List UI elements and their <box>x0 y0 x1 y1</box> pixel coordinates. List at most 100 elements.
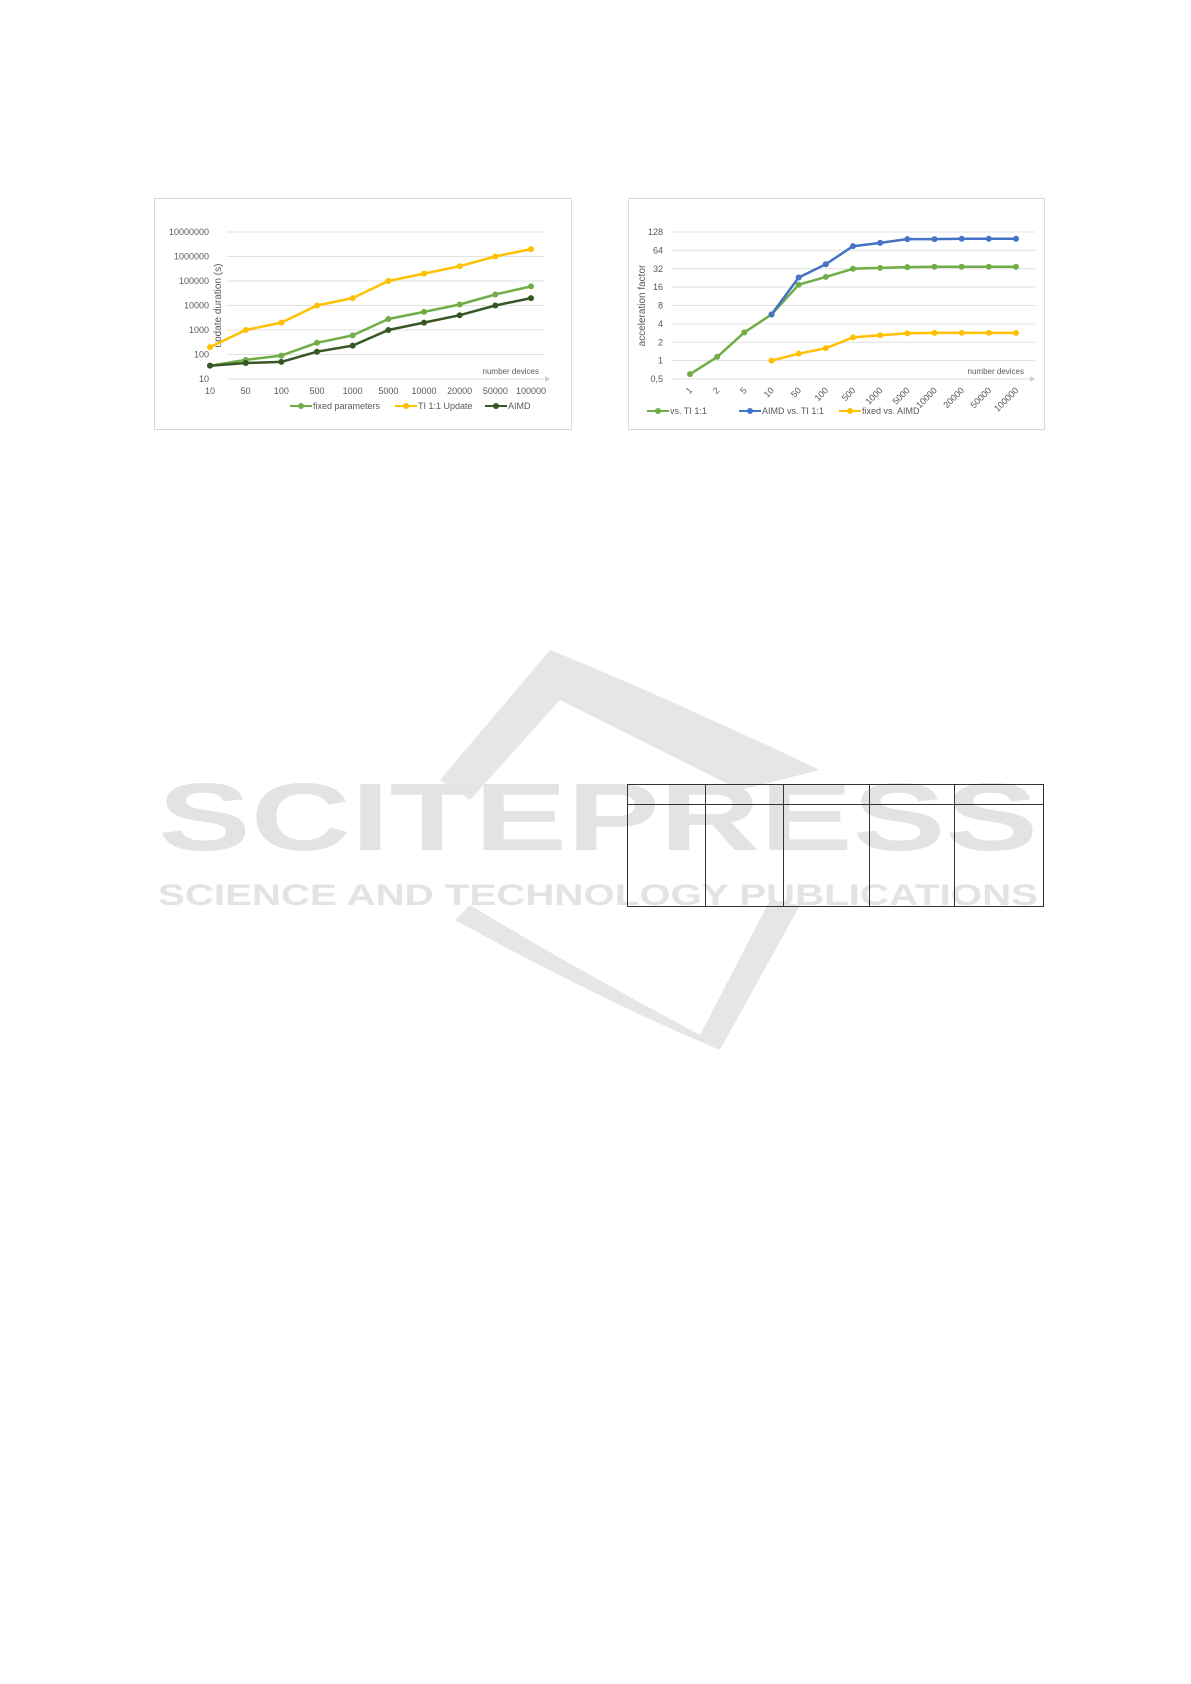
data-point <box>456 263 463 270</box>
legend-label: TI 1:1 Update <box>418 401 473 411</box>
y-tick-label: 1000000 <box>174 252 209 262</box>
table-cell <box>783 784 870 805</box>
data-point <box>207 344 213 351</box>
data-point <box>207 362 213 369</box>
table-cell <box>954 804 1044 907</box>
data-point <box>528 283 534 290</box>
x-tick-label: 500 <box>309 386 324 396</box>
data-point <box>385 327 392 333</box>
data-point <box>456 301 463 308</box>
table-cell <box>869 784 955 805</box>
data-point <box>985 235 992 242</box>
data-point <box>421 270 427 277</box>
y-tick-label: 64 <box>653 245 663 255</box>
x-tick-label: 10 <box>205 386 215 396</box>
data-point <box>278 319 285 326</box>
y-tick-label: 128 <box>648 227 663 237</box>
x-tick-label: 100 <box>274 386 289 396</box>
x-tick-label: 20000 <box>447 386 472 396</box>
data-point <box>931 236 938 243</box>
data-point <box>1013 329 1019 336</box>
data-point <box>877 264 884 271</box>
data-point <box>877 332 884 339</box>
data-point <box>528 295 534 302</box>
data-point <box>492 253 499 260</box>
x-tick-label: 100 <box>813 385 831 403</box>
y-tick-label: 16 <box>653 282 663 292</box>
x-tick-label: 100000 <box>992 385 1020 413</box>
data-point <box>1013 263 1019 270</box>
legend-label: AIMD <box>508 401 531 411</box>
x-tick-label: 5000 <box>378 386 398 396</box>
acceleration-factor-chart: 0,5 1 2 4 8 16 32 64 128 acceleration factor numbe… <box>628 198 1045 430</box>
table-cell <box>869 804 955 907</box>
x-tick-label: 5000 <box>891 385 912 406</box>
legend-marker-icon <box>493 403 499 409</box>
y-tick-label: 100 <box>194 350 209 360</box>
legend-label: AIMD vs. TI 1:1 <box>762 406 824 416</box>
y-tick-label: 10000000 <box>169 227 209 237</box>
data-point <box>850 334 856 341</box>
data-point <box>795 350 802 357</box>
legend-marker-icon <box>747 408 753 414</box>
series-line-0 <box>689 265 1016 376</box>
data-point <box>850 265 856 272</box>
data-point <box>1013 235 1019 242</box>
x-tick-label: 50 <box>789 385 803 399</box>
data-point <box>349 295 356 302</box>
data-point <box>741 329 748 336</box>
table-cell <box>705 784 784 805</box>
data-point <box>242 359 249 366</box>
data-point <box>278 358 285 365</box>
legend-marker-icon <box>655 408 661 414</box>
data-point <box>822 345 829 352</box>
legend-label: vs. TI 1:1 <box>670 406 707 416</box>
data-point <box>385 278 392 284</box>
data-point <box>492 291 499 298</box>
data-point <box>714 353 721 360</box>
data-point <box>528 246 534 253</box>
x-tick-label: 10 <box>762 385 776 399</box>
x-tick-label: 50000 <box>483 386 508 396</box>
data-point <box>985 329 992 336</box>
y-tick-label: 2 <box>658 337 663 347</box>
x-tick-label: 50000 <box>968 385 993 410</box>
y-tick-label: 32 <box>653 264 663 274</box>
table-cell <box>627 784 706 805</box>
x-axis-arrow-icon <box>1030 376 1035 382</box>
data-point <box>931 329 938 336</box>
data-point <box>314 302 320 309</box>
data-point <box>822 261 829 268</box>
data-point <box>421 308 427 315</box>
y-axis-title: update duration (s) <box>213 264 224 348</box>
data-point <box>314 339 320 346</box>
data-point <box>958 235 965 242</box>
x-tick-label: 2 <box>711 385 722 396</box>
x-tick-label: 100000 <box>516 386 546 396</box>
x-tick-label: 5 <box>738 385 749 396</box>
y-tick-label: 10 <box>199 374 209 384</box>
table-cell <box>705 804 784 907</box>
series-line-2 <box>209 296 532 367</box>
x-tick-label: 1000 <box>343 386 363 396</box>
y-tick-label: 10000 <box>184 301 209 311</box>
x-axis-arrow-icon <box>545 376 550 382</box>
data-point <box>877 239 884 246</box>
table-header-row <box>627 784 1044 805</box>
data-point <box>314 348 320 355</box>
y-tick-label: 4 <box>658 319 663 329</box>
data-point <box>931 263 938 270</box>
x-tick-label: 10000 <box>411 386 436 396</box>
data-point <box>242 327 249 333</box>
data-point <box>421 319 427 326</box>
data-point <box>822 273 829 280</box>
x-tick-label: 50 <box>241 386 251 396</box>
series-line-2 <box>771 331 1016 362</box>
table-cell <box>783 804 870 907</box>
data-point <box>795 274 802 281</box>
y-axis-title: acceleration factor <box>637 264 648 346</box>
x-tick-label: 1000 <box>863 385 884 406</box>
legend-marker-icon <box>403 403 409 409</box>
table-cell <box>627 804 706 907</box>
data-point <box>768 357 775 364</box>
